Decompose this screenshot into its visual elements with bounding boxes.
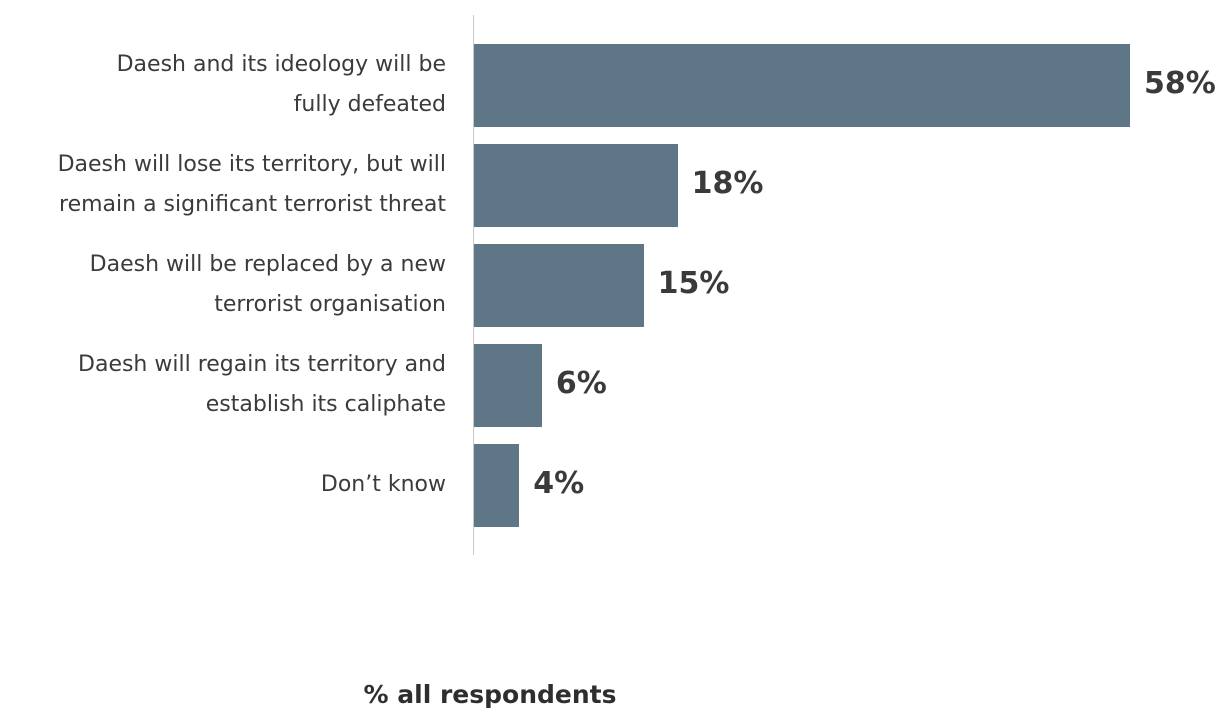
- category-label: Daesh and its ideology will be fully def…: [116, 52, 446, 117]
- value-label: 4%: [533, 466, 585, 501]
- category-label: Daesh will lose its territory, but will …: [57, 152, 446, 217]
- bar: [474, 44, 1130, 127]
- value-label: 6%: [555, 366, 607, 401]
- axis-line: [473, 15, 474, 555]
- bar: [474, 344, 542, 427]
- category-label: Don’t know: [320, 472, 446, 497]
- bar: [474, 144, 678, 227]
- value-label: 15%: [657, 266, 730, 301]
- bar: [474, 444, 520, 527]
- x-axis-label: % all respondents: [363, 680, 617, 709]
- bar: [474, 244, 644, 327]
- category-label: Daesh will be replaced by a new terroris…: [89, 252, 446, 317]
- category-label: Daesh will regain its territory and esta…: [78, 352, 446, 417]
- value-label: 18%: [691, 166, 764, 201]
- value-label: 58%: [1144, 66, 1216, 101]
